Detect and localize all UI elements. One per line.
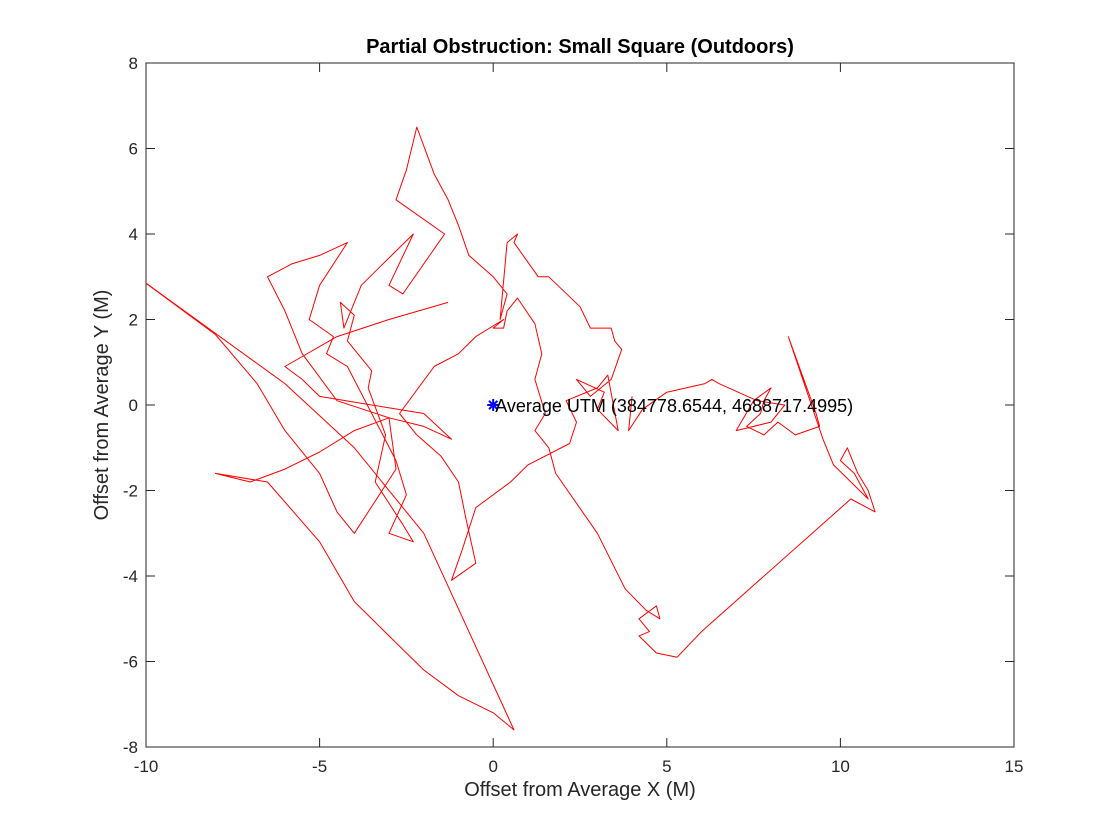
y-tick-label: 4 — [129, 225, 138, 244]
y-tick-label: 0 — [129, 396, 138, 415]
plot-area — [145, 62, 1015, 748]
x-axis-label: Offset from Average X (M) — [464, 779, 696, 801]
y-tick-label: 8 — [129, 54, 138, 73]
x-tick-label: 0 — [488, 757, 497, 776]
chart-title: Partial Obstruction: Small Square (Outdo… — [366, 36, 794, 58]
y-axis-label: Offset from Average Y (M) — [91, 290, 113, 521]
x-tick-label: 5 — [662, 757, 671, 776]
x-axis: -10 -5 0 5 10 15 — [134, 63, 1024, 776]
y-tick-label: -8 — [123, 738, 138, 757]
y-tick-label: 6 — [129, 140, 138, 159]
y-tick-label: -6 — [123, 653, 138, 672]
y-tick-label: 2 — [129, 311, 138, 330]
series-layer — [145, 126, 876, 731]
x-tick-label: 10 — [831, 757, 850, 776]
x-tick-label: -10 — [134, 757, 159, 776]
x-tick-label: -5 — [312, 757, 327, 776]
marker-layer: Average UTM (384778.6544, 4688717.4995) — [487, 396, 853, 416]
average-marker — [487, 399, 500, 411]
series-line-2 — [145, 282, 515, 731]
y-tick-label: -4 — [123, 567, 138, 586]
x-tick-label: 15 — [1005, 757, 1024, 776]
y-tick-label: -2 — [123, 482, 138, 501]
y-axis: -8 -6 -4 -2 0 2 4 6 8 — [123, 54, 1014, 757]
series-line-1 — [145, 126, 876, 658]
average-marker-label: Average UTM (384778.6544, 4688717.4995) — [495, 396, 853, 416]
